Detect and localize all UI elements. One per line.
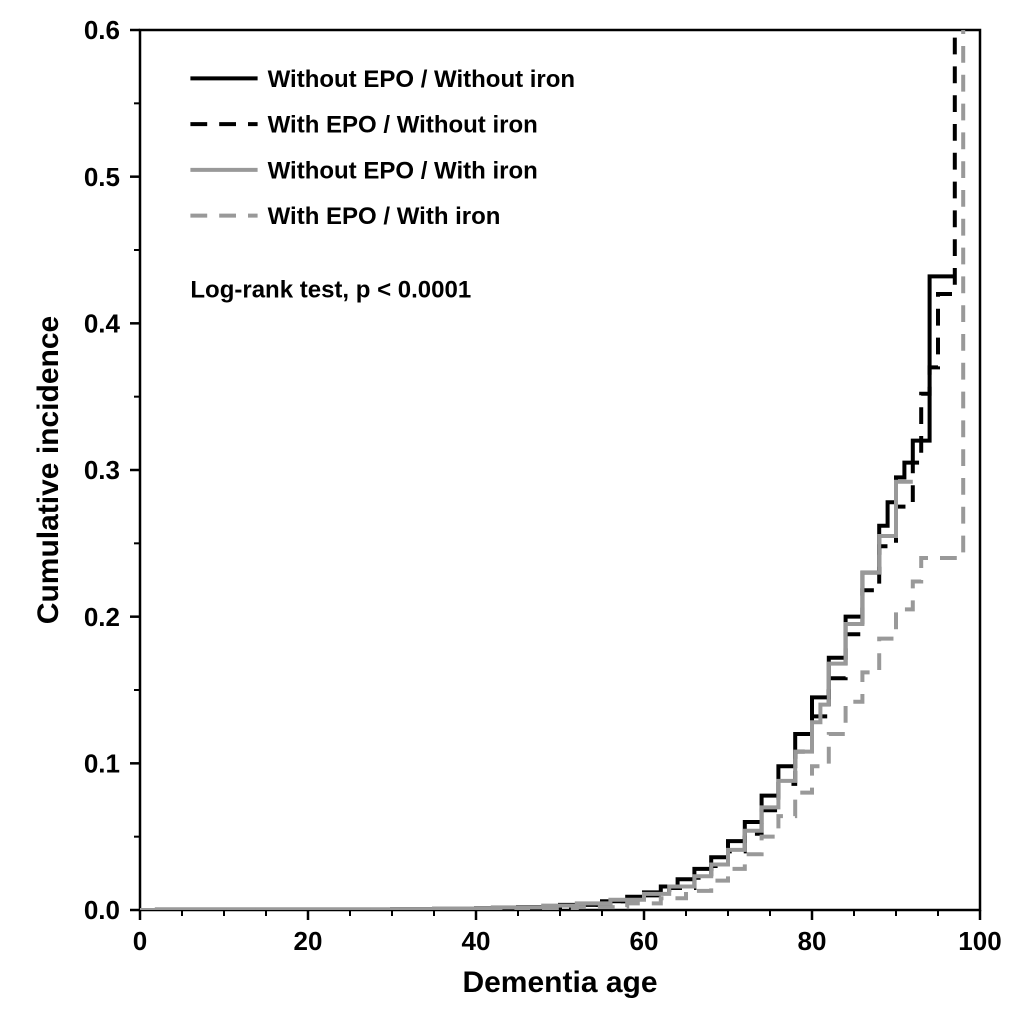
- x-tick-label: 40: [462, 926, 491, 956]
- legend-label-2: Without EPO / With iron: [268, 157, 538, 184]
- series-group: [140, 1, 980, 910]
- legend-label-0: Without EPO / Without iron: [268, 66, 575, 93]
- y-tick-label: 0.6: [84, 15, 120, 45]
- cumulative-incidence-chart: 0 20 40 60 80 100 0.0 0.1 0.2 0.3 0.4 0.5 0.6 Dementi…: [0, 0, 1020, 1018]
- y-tick-label: 0.5: [84, 162, 120, 192]
- series-line-0: [140, 276, 955, 910]
- y-tick-label: 0.4: [84, 308, 121, 338]
- legend-label-1: With EPO / Without iron: [268, 112, 538, 139]
- chart-container: 0 20 40 60 80 100 0.0 0.1 0.2 0.3 0.4 0.5 0.6 Dementi…: [0, 0, 1020, 1018]
- stat-text: Log-rank test, p < 0.0001: [190, 276, 471, 303]
- y-tick-label: 0.2: [84, 602, 120, 632]
- y-axis-label: Cumulative incidence: [32, 316, 65, 624]
- series-line-3: [140, 1, 980, 910]
- x-tick-label: 100: [958, 926, 1001, 956]
- series-line-1: [140, 8, 963, 910]
- y-tick-label: 0.3: [84, 455, 120, 485]
- series-line-2: [140, 482, 913, 910]
- x-tick-label: 0: [133, 926, 147, 956]
- legend-label-3: With EPO / With iron: [268, 203, 501, 230]
- x-tick-label: 20: [294, 926, 323, 956]
- plot-border: [140, 30, 980, 910]
- y-tick-label: 0.0: [84, 895, 120, 925]
- x-tick-label: 80: [798, 926, 827, 956]
- y-tick-label: 0.1: [84, 748, 120, 778]
- x-tick-label: 60: [630, 926, 659, 956]
- x-axis-label: Dementia age: [462, 966, 657, 999]
